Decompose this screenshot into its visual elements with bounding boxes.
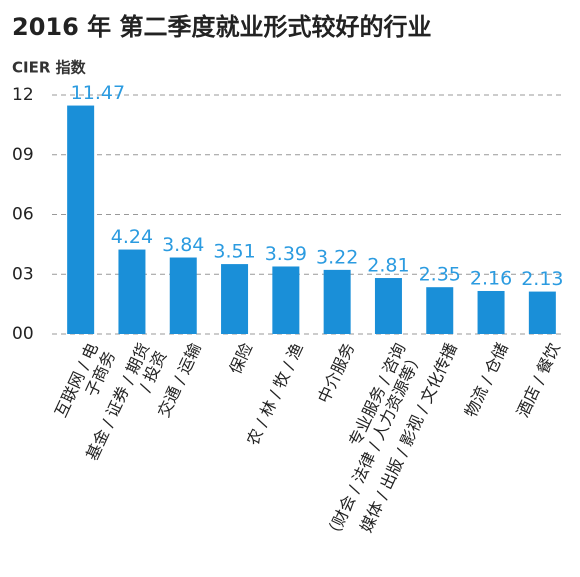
bar — [118, 249, 146, 334]
bar — [323, 269, 351, 334]
y-tick-label: 09 — [12, 145, 34, 165]
bar — [67, 105, 95, 334]
bar — [221, 264, 249, 334]
value-label: 2.16 — [470, 267, 512, 289]
y-axis-label: CIER 指数 — [12, 59, 87, 77]
value-label: 11.47 — [71, 82, 125, 104]
bar — [528, 291, 556, 334]
bar — [426, 287, 454, 334]
value-label: 2.81 — [367, 255, 409, 277]
y-tick-label: 00 — [12, 324, 34, 344]
bar — [477, 290, 505, 334]
value-label: 2.35 — [419, 264, 461, 286]
bar — [169, 257, 197, 334]
value-label: 3.22 — [316, 246, 358, 268]
bar — [272, 266, 300, 334]
value-label: 2.13 — [521, 268, 563, 290]
value-label: 3.39 — [265, 243, 307, 265]
y-tick-label: 06 — [12, 205, 34, 225]
value-label: 3.84 — [162, 234, 204, 256]
bar — [374, 278, 402, 334]
y-tick-label: 03 — [12, 264, 34, 284]
y-tick-label: 12 — [12, 85, 34, 105]
value-label: 4.24 — [111, 226, 153, 248]
chart-title: 2016 年 第二季度就业形式较好的行业 — [12, 13, 432, 41]
value-label: 3.51 — [213, 241, 255, 263]
